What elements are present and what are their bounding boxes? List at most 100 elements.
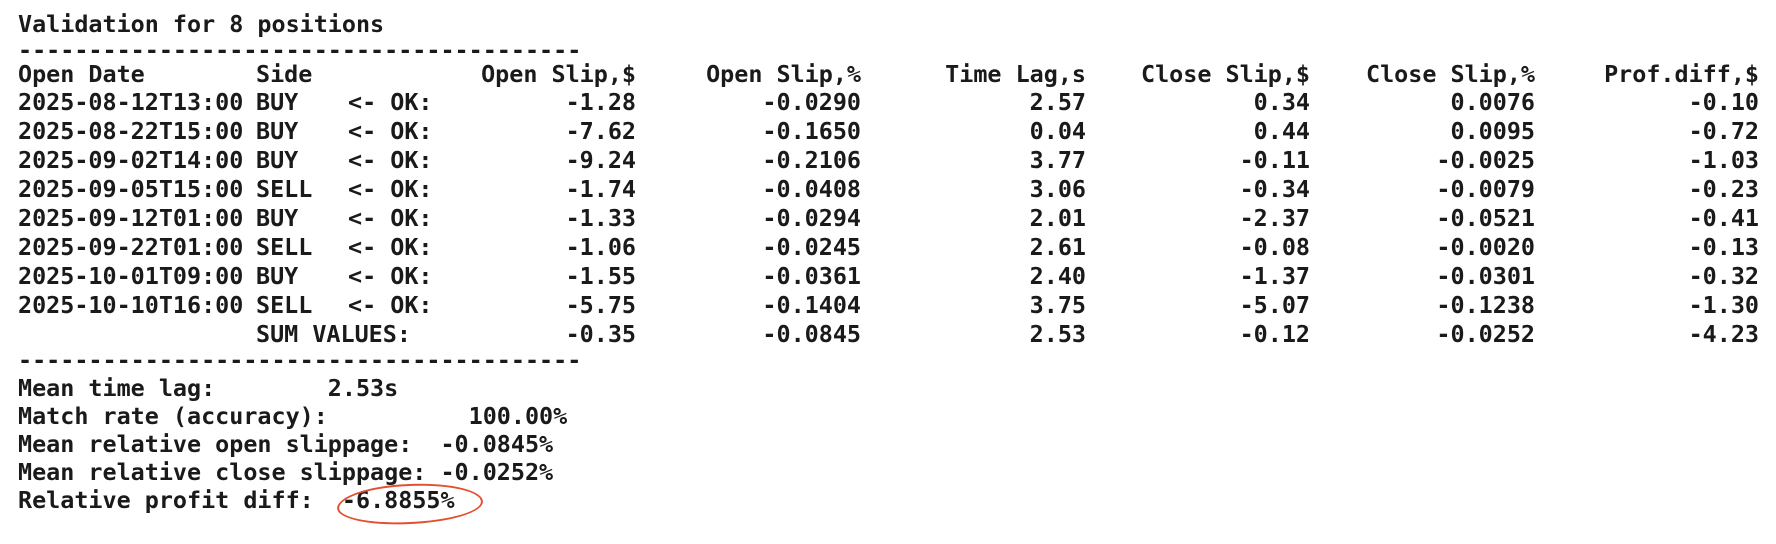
row-close-slip-usd: -0.34	[1239, 175, 1310, 203]
row-close-slip-usd: 0.44	[1253, 117, 1310, 145]
row-open-slip-usd: -1.74	[565, 175, 636, 203]
page-title: Validation for 8 positions	[18, 10, 385, 38]
sum-close-slip-pct: -0.0252	[1436, 320, 1535, 348]
row-open-slip-usd: -9.24	[565, 146, 636, 174]
row-side: SELL	[256, 175, 313, 203]
header-open-date: Open Date	[18, 60, 145, 88]
row-side: BUY	[256, 262, 299, 290]
row-open-slip-pct: -0.1650	[762, 117, 861, 145]
row-status: <- OK:	[348, 88, 433, 116]
row-open-slip-usd: -7.62	[565, 117, 636, 145]
row-close-slip-usd: -0.11	[1239, 146, 1310, 174]
row-open-slip-usd: -5.75	[565, 291, 636, 319]
row-close-slip-pct: -0.0025	[1436, 146, 1535, 174]
row-prof-diff: -0.23	[1688, 175, 1759, 203]
sum-close-slip-usd: -0.12	[1239, 320, 1310, 348]
header-side: Side	[256, 60, 313, 88]
row-prof-diff: -0.41	[1688, 204, 1759, 232]
separator-bottom: ----------------------------------------	[18, 346, 582, 374]
header-prof-diff: Prof.diff,$	[1604, 60, 1759, 88]
row-open-slip-pct: -0.0361	[762, 262, 861, 290]
row-status: <- OK:	[348, 175, 433, 203]
row-status: <- OK:	[348, 204, 433, 232]
row-status: <- OK:	[348, 291, 433, 319]
sum-time-lag: 2.53	[1029, 320, 1086, 348]
row-side: SELL	[256, 233, 313, 261]
row-prof-diff: -1.03	[1688, 146, 1759, 174]
row-close-slip-usd: -0.08	[1239, 233, 1310, 261]
row-side: SELL	[256, 291, 313, 319]
row-time-lag: 3.77	[1029, 146, 1086, 174]
table-row: 2025-09-05T15:00 SELL <- OK: -1.74 -0.0408 3.…	[18, 175, 1759, 203]
row-open-slip-usd: -1.33	[565, 204, 636, 232]
row-date: 2025-08-22T15:00	[18, 117, 244, 145]
row-time-lag: 0.04	[1029, 117, 1086, 145]
row-time-lag: 2.40	[1029, 262, 1086, 290]
table-row: 2025-09-12T01:00 BUY <- OK: -1.33 -0.0294 2.0…	[18, 204, 1759, 232]
row-status: <- OK:	[348, 117, 433, 145]
header-open-slip-pct: Open Slip,%	[706, 60, 861, 88]
row-close-slip-pct: -0.0521	[1436, 204, 1535, 232]
row-date: 2025-09-22T01:00	[18, 233, 244, 261]
row-time-lag: 2.57	[1029, 88, 1086, 116]
table-row: 2025-10-10T16:00 SELL <- OK: -5.75 -0.1404 3.…	[18, 291, 1759, 319]
row-close-slip-pct: -0.1238	[1436, 291, 1535, 319]
row-time-lag: 3.75	[1029, 291, 1086, 319]
row-open-slip-usd: -1.28	[565, 88, 636, 116]
row-open-slip-pct: -0.0290	[762, 88, 861, 116]
row-side: BUY	[256, 204, 299, 232]
table-header: Open Date Side Open Slip,$ Open Slip,% T…	[18, 60, 1759, 88]
row-time-lag: 3.06	[1029, 175, 1086, 203]
row-side: BUY	[256, 88, 299, 116]
row-date: 2025-10-01T09:00	[18, 262, 244, 290]
sum-row: SUM VALUES: -0.35 -0.0845 2.53 -0.12 -0.…	[18, 320, 1759, 348]
summary-mean-time-lag: Mean time lag: 2.53s	[18, 374, 399, 402]
table-row: 2025-08-22T15:00 BUY <- OK: -7.62 -0.1650 0.0…	[18, 117, 1759, 145]
row-open-slip-pct: -0.2106	[762, 146, 861, 174]
row-open-slip-pct: -0.0245	[762, 233, 861, 261]
row-time-lag: 2.01	[1029, 204, 1086, 232]
summary-match-rate: Match rate (accuracy): 100.00%	[18, 402, 568, 430]
row-open-slip-pct: -0.1404	[762, 291, 861, 319]
row-time-lag: 2.61	[1029, 233, 1086, 261]
row-close-slip-pct: -0.0079	[1436, 175, 1535, 203]
row-close-slip-pct: 0.0095	[1450, 117, 1536, 145]
header-open-slip-usd: Open Slip,$	[481, 60, 636, 88]
sum-prof-diff: -4.23	[1688, 320, 1759, 348]
header-time-lag: Time Lag,s	[945, 60, 1086, 88]
row-prof-diff: -0.32	[1688, 262, 1759, 290]
table-row: 2025-09-02T14:00 BUY <- OK: -9.24 -0.2106 3.7…	[18, 146, 1759, 174]
row-status: <- OK:	[348, 233, 433, 261]
row-prof-diff: -1.30	[1688, 291, 1759, 319]
sum-open-slip-pct: -0.0845	[762, 320, 861, 348]
row-prof-diff: -0.72	[1688, 117, 1759, 145]
table-row: 2025-09-22T01:00 SELL <- OK: -1.06 -0.0245 2.…	[18, 233, 1759, 261]
row-close-slip-pct: 0.0076	[1450, 88, 1536, 116]
row-open-slip-usd: -1.06	[565, 233, 636, 261]
summary-relative-profit-label: Relative profit diff:	[18, 486, 342, 514]
table-row: 2025-08-12T13:00 BUY <- OK: -1.28 -0.0290 2.5…	[18, 88, 1759, 116]
row-close-slip-pct: -0.0301	[1436, 262, 1535, 290]
summary-mean-open-slip: Mean relative open slippage: -0.0845%	[18, 430, 554, 458]
row-close-slip-usd: -5.07	[1239, 291, 1310, 319]
row-date: 2025-08-12T13:00	[18, 88, 244, 116]
row-open-slip-pct: -0.0408	[762, 175, 861, 203]
row-side: BUY	[256, 146, 299, 174]
row-open-slip-usd: -1.55	[565, 262, 636, 290]
row-prof-diff: -0.13	[1688, 233, 1759, 261]
row-status: <- OK:	[348, 262, 433, 290]
header-close-slip-usd: Close Slip,$	[1141, 60, 1310, 88]
row-date: 2025-10-10T16:00	[18, 291, 244, 319]
row-close-slip-usd: -2.37	[1239, 204, 1310, 232]
sum-open-slip-usd: -0.35	[565, 320, 636, 348]
row-date: 2025-09-05T15:00	[18, 175, 244, 203]
table-row: 2025-10-01T09:00 BUY <- OK: -1.55 -0.0361 2.4…	[18, 262, 1759, 290]
summary-mean-close-slip: Mean relative close slippage: -0.0252%	[18, 458, 554, 486]
row-open-slip-pct: -0.0294	[762, 204, 861, 232]
row-date: 2025-09-12T01:00	[18, 204, 244, 232]
row-date: 2025-09-02T14:00	[18, 146, 244, 174]
row-close-slip-usd: 0.34	[1253, 88, 1310, 116]
row-prof-diff: -0.10	[1688, 88, 1759, 116]
summary-relative-profit: Relative profit diff: -6.8855%	[18, 486, 455, 514]
sum-label: SUM VALUES:	[256, 320, 411, 348]
